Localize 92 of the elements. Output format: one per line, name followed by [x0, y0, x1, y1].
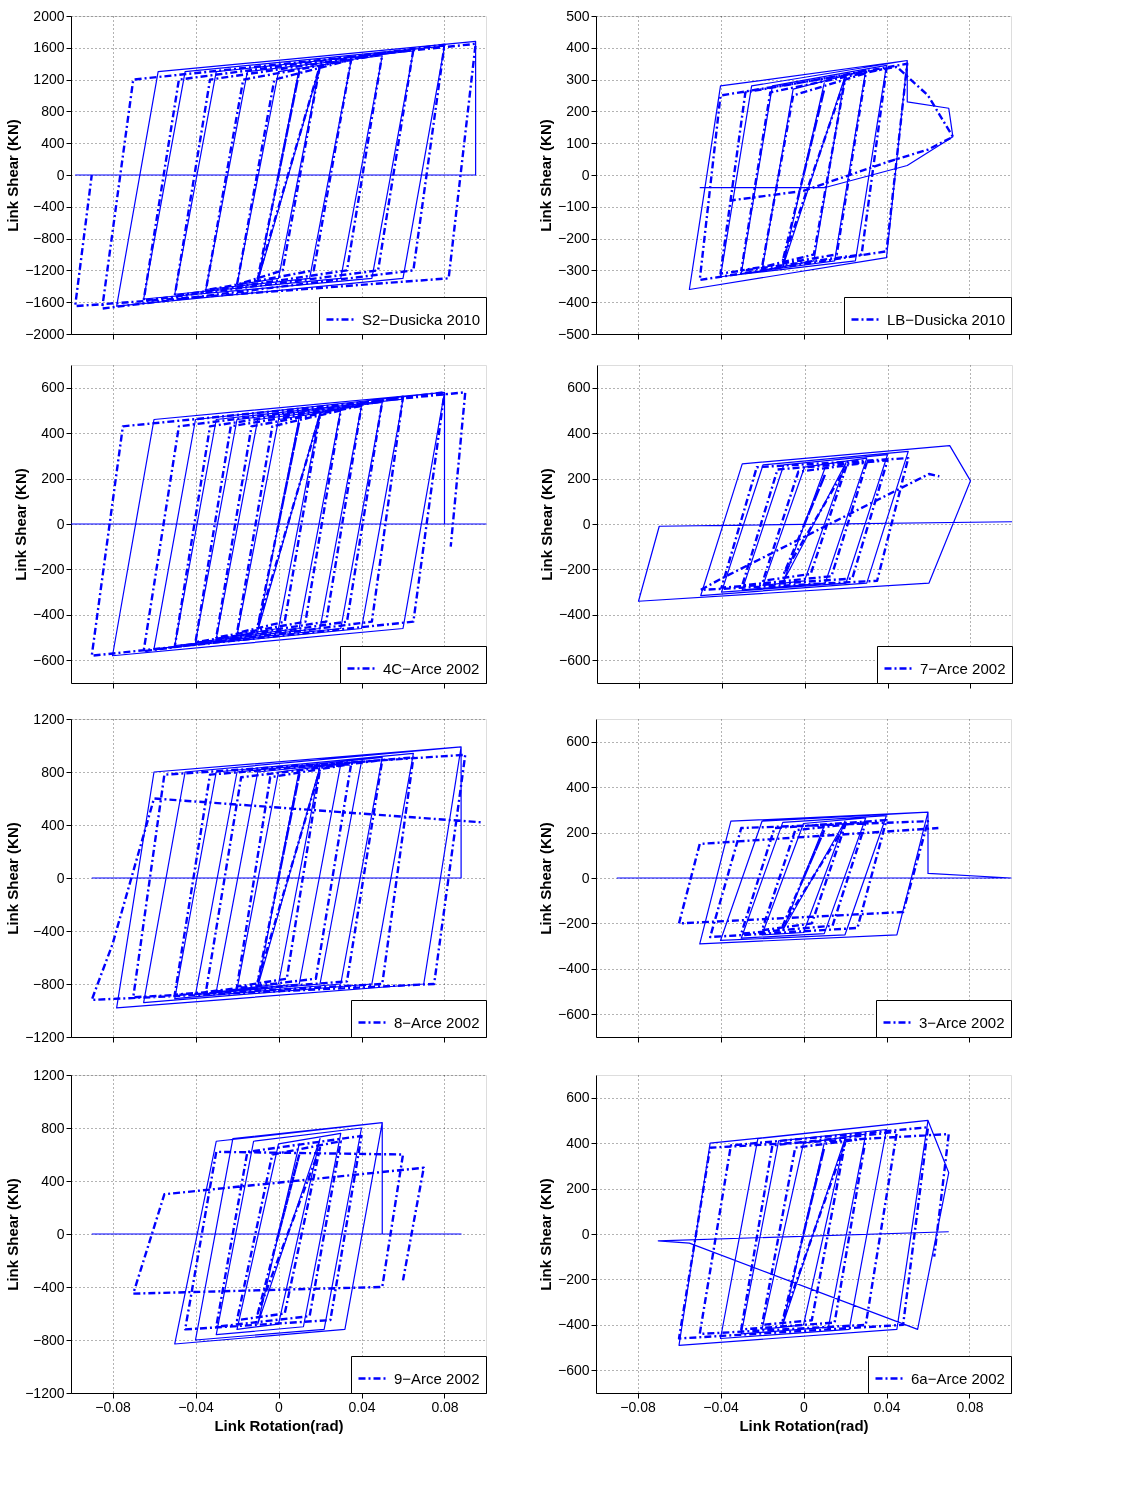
- y-tick-label: 0: [581, 166, 590, 183]
- y-tick-label: 500: [566, 7, 590, 24]
- y-tick-label: −400: [557, 960, 590, 977]
- x-tick-label: −0.04: [703, 1398, 739, 1415]
- y-tick-label: 600: [566, 733, 590, 750]
- y-tick-label: −300: [557, 261, 590, 278]
- y-tick-label: 400: [41, 816, 65, 833]
- y-tick-label: 1200: [33, 1066, 65, 1083]
- y-tick-label: 400: [41, 1172, 65, 1189]
- y-axis-title: Link Shear (KN): [4, 822, 22, 935]
- y-tick-label: −500: [557, 325, 590, 342]
- y-axis-title: Link Shear (KN): [537, 468, 555, 581]
- y-tick-label: −400: [557, 293, 590, 310]
- y-axis-title: Link Shear (KN): [536, 119, 554, 232]
- legend-label: 7−Arce 2002: [920, 659, 1006, 677]
- x-axis-title: Link Rotation(rad): [739, 1416, 869, 1434]
- y-tick-label: 300: [566, 71, 590, 88]
- y-tick-label: −200: [557, 914, 590, 931]
- x-tick-label: 0.08: [956, 1398, 984, 1415]
- y-tick-label: −1600: [25, 293, 65, 310]
- y-tick-label: −400: [32, 1278, 65, 1295]
- y-tick-label: −400: [557, 1316, 590, 1333]
- y-tick-label: 1200: [33, 71, 65, 88]
- y-tick-label: 200: [566, 1180, 590, 1197]
- y-tick-label: 200: [567, 470, 591, 487]
- y-tick-label: 1600: [33, 39, 65, 56]
- y-tick-label: 600: [567, 379, 591, 396]
- y-tick-label: 200: [566, 102, 590, 119]
- y-tick-label: 800: [41, 763, 65, 780]
- legend-label: 4C−Arce 2002: [383, 659, 480, 677]
- y-tick-label: −200: [557, 230, 590, 247]
- y-tick-label: 600: [41, 379, 65, 396]
- y-axis-title: Link Shear (KN): [11, 468, 29, 581]
- y-axis-title: Link Shear (KN): [4, 1178, 22, 1291]
- legend-label: S2−Dusicka 2010: [362, 310, 480, 328]
- y-tick-label: 800: [41, 1119, 65, 1136]
- legend-label: 9−Arce 2002: [394, 1369, 480, 1387]
- y-tick-label: −600: [557, 1005, 590, 1022]
- y-tick-label: 400: [566, 39, 590, 56]
- y-tick-label: 400: [41, 424, 65, 441]
- x-tick-label: −0.08: [620, 1398, 656, 1415]
- x-tick-label: 0.08: [431, 1398, 459, 1415]
- x-tick-label: 0: [275, 1398, 284, 1415]
- x-axis-title: Link Rotation(rad): [214, 1416, 344, 1434]
- y-tick-label: −800: [32, 975, 65, 992]
- y-tick-label: 200: [41, 470, 65, 487]
- y-tick-label: −400: [32, 922, 65, 939]
- y-tick-label: 400: [566, 1134, 590, 1151]
- y-tick-label: 2000: [33, 7, 65, 24]
- legend-label: 8−Arce 2002: [394, 1013, 480, 1031]
- y-axis-title: Link Shear (KN): [536, 1178, 554, 1291]
- x-tick-label: 0: [800, 1398, 809, 1415]
- y-tick-label: 0: [56, 869, 65, 886]
- y-tick-label: −600: [32, 651, 65, 668]
- y-tick-label: 1200: [33, 710, 65, 727]
- y-tick-label: −1200: [25, 1028, 65, 1045]
- y-tick-label: −400: [558, 606, 591, 623]
- y-tick-label: −2000: [25, 325, 65, 342]
- y-tick-label: −200: [32, 560, 65, 577]
- y-tick-label: −100: [557, 198, 590, 215]
- y-tick-label: −400: [32, 198, 65, 215]
- legend-label: 6a−Arce 2002: [911, 1369, 1005, 1387]
- y-tick-label: 800: [41, 102, 65, 119]
- y-tick-label: 0: [582, 515, 591, 532]
- y-tick-label: −800: [32, 1331, 65, 1348]
- y-tick-label: −400: [32, 606, 65, 623]
- y-tick-label: −600: [558, 651, 591, 668]
- y-tick-label: 400: [41, 134, 65, 151]
- y-tick-label: 0: [56, 515, 65, 532]
- y-tick-label: 0: [581, 869, 590, 886]
- x-tick-label: −0.08: [95, 1398, 131, 1415]
- y-tick-label: −200: [558, 560, 591, 577]
- x-tick-label: 0.04: [873, 1398, 901, 1415]
- y-tick-label: 400: [567, 424, 591, 441]
- y-tick-label: −1200: [25, 261, 65, 278]
- legend-label: 3−Arce 2002: [919, 1013, 1005, 1031]
- x-tick-label: −0.04: [178, 1398, 214, 1415]
- legend-label: LB−Dusicka 2010: [887, 310, 1005, 328]
- y-tick-label: 200: [566, 824, 590, 841]
- y-tick-label: −200: [557, 1270, 590, 1287]
- y-axis-title: Link Shear (KN): [536, 822, 554, 935]
- y-tick-label: −600: [557, 1361, 590, 1378]
- y-tick-label: −1200: [25, 1384, 65, 1401]
- y-tick-label: 400: [566, 778, 590, 795]
- x-tick-label: 0.04: [348, 1398, 376, 1415]
- y-tick-label: 100: [566, 134, 590, 151]
- y-tick-label: −800: [32, 230, 65, 247]
- y-axis-title: Link Shear (KN): [4, 119, 22, 232]
- y-tick-label: 600: [566, 1089, 590, 1106]
- y-tick-label: 0: [581, 1225, 590, 1242]
- y-tick-label: 0: [56, 166, 65, 183]
- y-tick-label: 0: [56, 1225, 65, 1242]
